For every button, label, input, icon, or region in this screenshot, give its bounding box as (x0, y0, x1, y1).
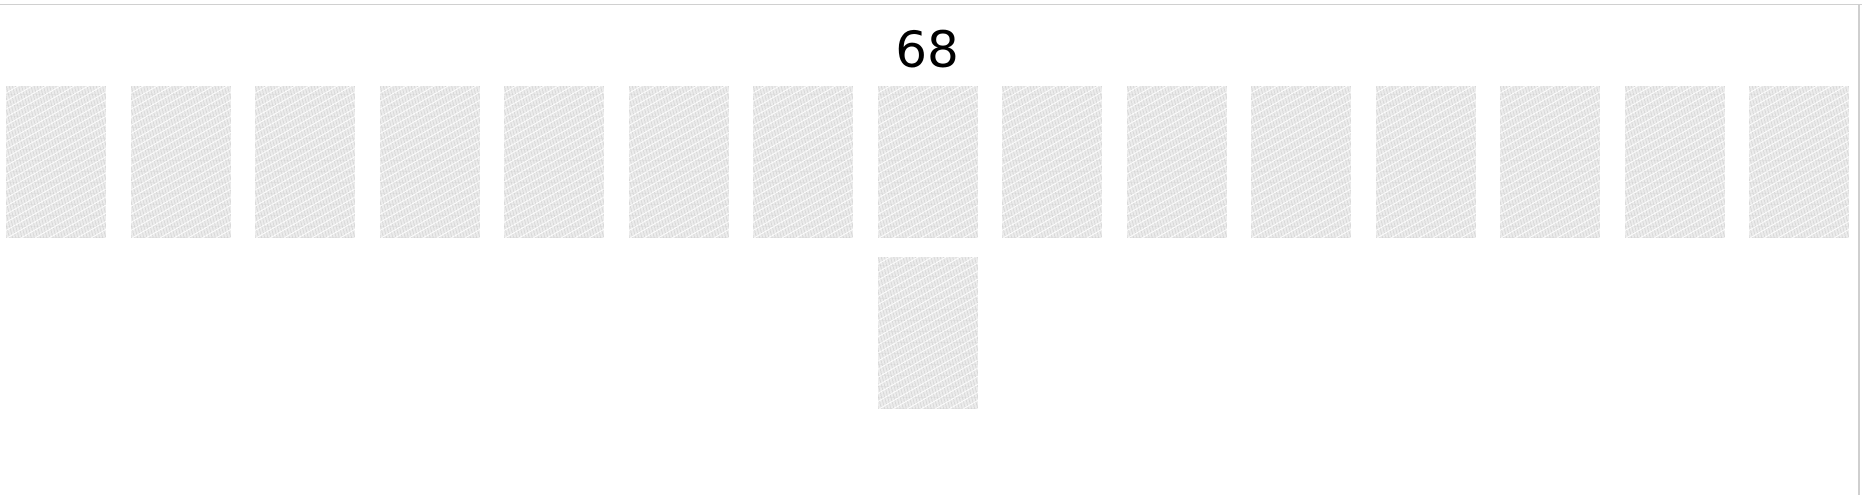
face-down-card[interactable] (6, 86, 106, 238)
face-down-card[interactable] (1500, 86, 1600, 238)
face-down-card[interactable] (131, 86, 231, 238)
face-down-card[interactable] (629, 86, 729, 238)
face-down-card[interactable] (1376, 86, 1476, 238)
face-down-card[interactable] (1625, 86, 1725, 238)
face-down-card[interactable] (1127, 86, 1227, 238)
score-display: 68 (895, 21, 959, 79)
face-down-card[interactable] (878, 86, 978, 238)
top-border (0, 4, 1862, 5)
right-border (1858, 4, 1860, 495)
face-down-card[interactable] (1749, 86, 1849, 238)
face-down-card[interactable] (753, 86, 853, 238)
face-down-card[interactable] (504, 86, 604, 238)
face-down-card[interactable] (255, 86, 355, 238)
face-down-card[interactable] (380, 86, 480, 238)
face-down-card[interactable] (1251, 86, 1351, 238)
face-down-card[interactable] (878, 257, 978, 409)
face-down-card[interactable] (1002, 86, 1102, 238)
